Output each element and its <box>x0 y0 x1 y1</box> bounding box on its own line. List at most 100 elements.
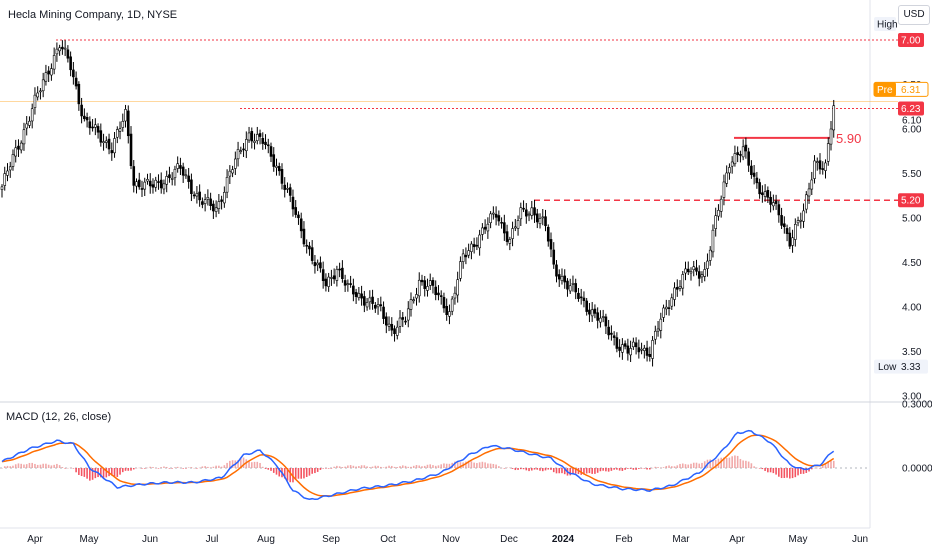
macd-histogram-bar <box>100 468 102 478</box>
candle-body <box>697 271 701 279</box>
macd-histogram-bar <box>196 468 198 469</box>
currency-button[interactable]: USD <box>898 5 930 25</box>
candle-body <box>439 295 443 297</box>
candle-body <box>632 341 635 348</box>
macd-histogram-bar <box>791 468 794 479</box>
candle-body <box>266 144 270 147</box>
macd-histogram-bar <box>193 467 195 469</box>
candle-body <box>83 115 86 120</box>
candle-body <box>374 305 377 309</box>
candle-body <box>643 347 646 351</box>
macd-histogram-bar <box>83 468 86 477</box>
candle-body <box>330 277 333 279</box>
macd-histogram-bar <box>558 468 561 474</box>
candle-body <box>431 280 435 286</box>
macd-histogram-bar <box>127 468 130 471</box>
macd-histogram-bar <box>209 467 212 468</box>
macd-histogram-bar <box>742 460 744 468</box>
pre-market-tag <box>874 82 896 97</box>
candle-body <box>99 130 103 143</box>
macd-histogram-bar <box>591 468 593 474</box>
candle-body <box>684 268 687 274</box>
macd-histogram-bar <box>322 468 324 469</box>
macd-histogram-bar <box>201 466 204 468</box>
macd-histogram-bar <box>160 467 163 468</box>
macd-histogram-bar <box>756 467 758 469</box>
candle-body <box>310 247 314 261</box>
time-tick-label: Jul <box>206 534 219 545</box>
candle-body <box>815 161 819 163</box>
candle-body <box>129 133 133 167</box>
candle-body <box>324 278 328 287</box>
macd-histogram-bar <box>53 464 55 468</box>
candle-body <box>434 286 438 296</box>
resistance-label: 5.90 <box>836 131 861 146</box>
macd-histogram-bar <box>832 460 835 468</box>
candle-body <box>398 317 402 327</box>
macd-histogram-bar <box>437 465 440 468</box>
macd-histogram-bar <box>813 467 816 469</box>
candle-body <box>610 332 613 335</box>
candle-body <box>6 170 9 176</box>
macd-histogram-bar <box>283 468 286 479</box>
candle-body <box>47 70 50 75</box>
candle-body <box>231 169 234 174</box>
candle-body <box>648 354 652 357</box>
macd-histogram-bar <box>267 468 270 470</box>
macd-histogram-bar <box>305 468 308 477</box>
candle-body <box>36 92 39 98</box>
macd-histogram-bar <box>547 468 550 470</box>
candle-body <box>135 181 138 187</box>
candle-body <box>297 214 300 219</box>
candles <box>0 40 836 367</box>
candle-body <box>758 182 761 195</box>
macd-histogram-bar <box>657 467 659 468</box>
candle-body <box>692 266 696 270</box>
candle-body <box>706 260 709 269</box>
macd-histogram-bar <box>509 467 511 469</box>
macd-histogram-bar <box>250 462 253 468</box>
time-tick-label: Mar <box>672 534 690 545</box>
macd-histogram-bar <box>454 461 456 468</box>
time-tick-label: 2024 <box>552 534 575 545</box>
candle-body <box>3 173 7 186</box>
macd-histogram-bar <box>530 468 533 471</box>
macd-histogram-bar <box>121 468 124 473</box>
macd-histogram-bar <box>410 466 412 468</box>
candle-body <box>590 309 594 317</box>
candle-body <box>689 271 693 274</box>
macd-histogram-bar <box>111 468 113 476</box>
macd-histogram-bar <box>649 468 651 470</box>
level-badge: 7.00 <box>901 36 921 47</box>
candle-body <box>44 72 48 82</box>
candle-body <box>88 121 92 129</box>
candle-body <box>733 153 737 165</box>
candle-body <box>261 137 265 144</box>
candle-body <box>577 292 580 299</box>
candle-body <box>321 269 325 281</box>
macd-histogram-bar <box>352 465 355 468</box>
candle-body <box>678 286 682 289</box>
macd-histogram-bar <box>105 468 108 478</box>
candle-body <box>198 191 201 201</box>
candle-body <box>387 323 391 327</box>
candle-body <box>360 293 363 299</box>
macd-histogram-bar <box>393 466 396 468</box>
macd-histogram-bar <box>157 468 160 469</box>
candle-body <box>519 207 523 220</box>
macd-histogram-bar <box>673 466 676 468</box>
macd-histogram-bar <box>102 468 105 478</box>
macd-histogram-bar <box>725 458 728 468</box>
candle-body <box>30 108 34 122</box>
candle-body <box>110 150 114 154</box>
candle-body <box>195 193 199 197</box>
candle-body <box>239 150 243 152</box>
macd-histogram-bar <box>242 457 245 468</box>
macd-histogram-bar <box>607 468 610 472</box>
macd-histogram-bar <box>753 466 755 468</box>
macd-histogram-bar <box>3 466 6 468</box>
macd-histogram-bar <box>388 465 390 468</box>
candle-body <box>96 126 100 133</box>
